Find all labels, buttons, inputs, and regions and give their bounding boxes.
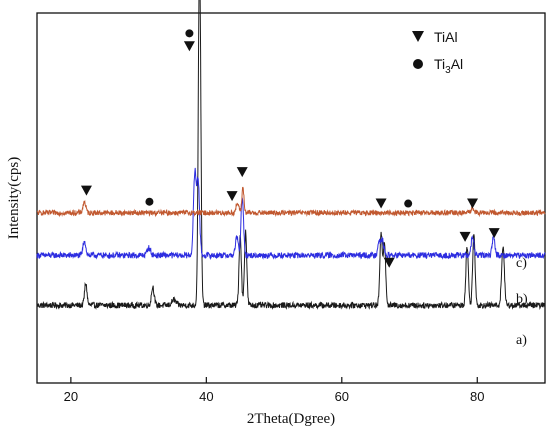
tial-peak-marker bbox=[236, 167, 248, 178]
curve-label-c: c) bbox=[516, 256, 527, 271]
x-axis-title: 2Theta(Dgree) bbox=[247, 411, 335, 427]
curve-label-a: a) bbox=[516, 333, 527, 348]
tial-peak-marker bbox=[383, 257, 395, 268]
x-tick-label: 20 bbox=[64, 389, 78, 404]
x-tick-label: 40 bbox=[199, 389, 213, 404]
legend: TiAl Ti3Al bbox=[412, 29, 463, 76]
y-axis-title: Intensity(cps) bbox=[6, 157, 22, 239]
x-axis: 20 40 60 80 bbox=[64, 377, 485, 404]
legend-circle-marker bbox=[413, 59, 423, 69]
curve-label-b: b) bbox=[516, 292, 528, 307]
series-line-c bbox=[36, 186, 546, 218]
x-tick-label: 60 bbox=[335, 389, 349, 404]
series-curves bbox=[36, 0, 546, 310]
curve-labels: c) b) a) bbox=[516, 256, 528, 348]
peak-markers bbox=[80, 29, 500, 268]
plot-frame bbox=[36, 12, 546, 384]
ti3al-peak-marker bbox=[145, 197, 154, 206]
legend-label-ti3al: Ti3Al bbox=[434, 56, 463, 76]
tial-peak-marker bbox=[488, 228, 500, 239]
tial-peak-marker bbox=[226, 191, 238, 202]
ti3al-peak-marker bbox=[404, 199, 413, 208]
series-line-a bbox=[36, 0, 546, 310]
tial-peak-marker bbox=[375, 198, 387, 209]
x-tick-label: 80 bbox=[470, 389, 484, 404]
tial-peak-marker bbox=[80, 185, 92, 196]
legend-label-tial: TiAl bbox=[434, 29, 458, 45]
tial-peak-marker bbox=[183, 41, 195, 52]
ti3al-peak-marker bbox=[185, 29, 194, 38]
tial-peak-marker bbox=[467, 198, 479, 209]
legend-triangle-marker bbox=[412, 31, 424, 42]
series-line-b bbox=[36, 167, 546, 261]
tial-peak-marker bbox=[459, 231, 471, 242]
